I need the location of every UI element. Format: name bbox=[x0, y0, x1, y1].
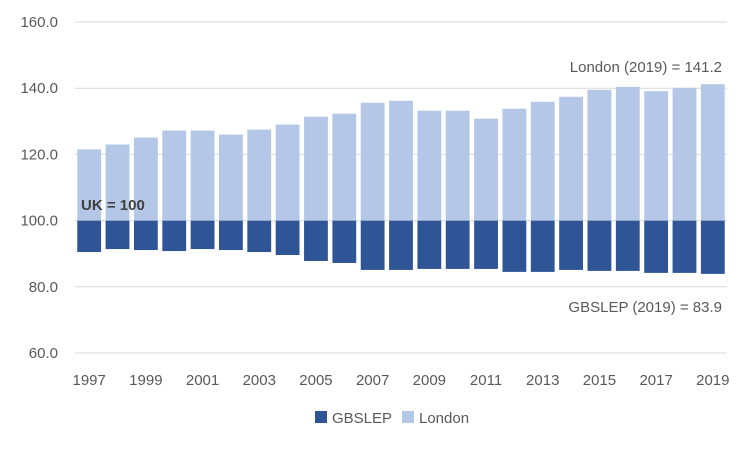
y-tick-label: 160.0 bbox=[20, 14, 58, 31]
bar-gbslep-1999 bbox=[133, 220, 158, 251]
annotation-gbslep: GBSLEP (2019) = 83.9 bbox=[568, 299, 722, 316]
bar-london-2008 bbox=[389, 100, 413, 221]
bar-london-1999 bbox=[133, 137, 158, 221]
bar-gbslep-2013 bbox=[530, 220, 555, 272]
bars bbox=[77, 84, 725, 274]
legend-label-gbslep: GBSLEP bbox=[332, 410, 392, 427]
y-tick-label: 80.0 bbox=[29, 279, 58, 296]
bar-gbslep-1998 bbox=[105, 220, 130, 250]
x-tick-label: 2019 bbox=[696, 372, 729, 389]
x-tick-label: 2003 bbox=[243, 372, 276, 389]
x-tick-label: 1997 bbox=[72, 372, 105, 389]
bar-gbslep-2016 bbox=[615, 220, 640, 271]
bar-london-2006 bbox=[332, 113, 357, 221]
bar-gbslep-2019 bbox=[700, 220, 725, 274]
bar-london-2016 bbox=[615, 86, 640, 221]
bar-london-2002 bbox=[219, 134, 243, 221]
bar-london-2015 bbox=[587, 89, 612, 221]
bar-london-2005 bbox=[304, 116, 328, 221]
x-tick-label: 2001 bbox=[186, 372, 219, 389]
bar-gbslep-2000 bbox=[162, 220, 187, 252]
x-tick-label: 2017 bbox=[639, 372, 672, 389]
bar-gbslep-2003 bbox=[247, 220, 272, 253]
x-tick-label: 2015 bbox=[583, 372, 616, 389]
bar-gbslep-2009 bbox=[417, 220, 442, 269]
y-tick-label: 120.0 bbox=[20, 146, 58, 163]
bar-gbslep-2012 bbox=[502, 220, 527, 272]
x-tick-label: 2005 bbox=[299, 372, 332, 389]
x-tick-label: 2013 bbox=[526, 372, 559, 389]
bar-london-2003 bbox=[247, 129, 272, 221]
bar-london-2017 bbox=[644, 91, 669, 221]
legend: GBSLEP London bbox=[315, 410, 469, 427]
x-tick-label: 2011 bbox=[470, 372, 502, 389]
bar-gbslep-2011 bbox=[474, 220, 498, 269]
x-axis-tick-labels: 1997 1999 2001 2003 2005 2007 2009 2011 2013 2015… bbox=[72, 372, 729, 389]
bar-london-2013 bbox=[530, 101, 555, 221]
legend-label-london: London bbox=[419, 410, 469, 427]
bar-gbslep-2007 bbox=[360, 220, 385, 270]
y-axis-tick-labels: 60.0 80.0 100.0 120.0 140.0 160.0 bbox=[20, 14, 58, 362]
bar-london-1998 bbox=[105, 144, 130, 221]
bar-london-2007 bbox=[360, 102, 385, 221]
bar-london-2009 bbox=[417, 110, 442, 221]
x-tick-label: 2009 bbox=[413, 372, 446, 389]
legend-swatch-london bbox=[402, 411, 414, 423]
bar-gbslep-2014 bbox=[559, 220, 583, 270]
bar-gbslep-2008 bbox=[389, 220, 413, 270]
bar-london-2004 bbox=[275, 124, 300, 221]
bar-gbslep-2015 bbox=[587, 220, 612, 271]
bar-gbslep-2005 bbox=[304, 220, 328, 261]
bar-london-2001 bbox=[190, 130, 215, 221]
y-tick-label: 100.0 bbox=[20, 213, 58, 230]
bar-london-2011 bbox=[474, 118, 498, 221]
bar-london-2000 bbox=[162, 130, 187, 221]
x-tick-label: 2007 bbox=[356, 372, 389, 389]
bar-gbslep-2017 bbox=[644, 220, 669, 273]
bar-gbslep-2004 bbox=[275, 220, 300, 256]
bar-london-1997 bbox=[77, 149, 102, 221]
y-tick-label: 140.0 bbox=[20, 80, 58, 97]
bar-gbslep-2010 bbox=[445, 220, 470, 269]
bar-gbslep-1997 bbox=[77, 220, 102, 253]
legend-swatch-gbslep bbox=[315, 411, 327, 423]
bar-gbslep-2001 bbox=[190, 220, 215, 250]
bar-gbslep-2006 bbox=[332, 220, 357, 263]
bar-gbslep-2018 bbox=[672, 220, 697, 273]
annotation-uk-baseline: UK = 100 bbox=[81, 197, 145, 214]
x-tick-label: 1999 bbox=[129, 372, 162, 389]
annotation-london: London (2019) = 141.2 bbox=[570, 59, 722, 76]
bar-gbslep-2002 bbox=[219, 220, 243, 251]
bar-london-2012 bbox=[502, 108, 527, 221]
bar-london-2014 bbox=[559, 96, 583, 221]
y-tick-label: 60.0 bbox=[29, 345, 58, 362]
bar-london-2019 bbox=[700, 84, 725, 221]
bar-london-2010 bbox=[445, 110, 470, 221]
bar-london-2018 bbox=[672, 87, 697, 221]
